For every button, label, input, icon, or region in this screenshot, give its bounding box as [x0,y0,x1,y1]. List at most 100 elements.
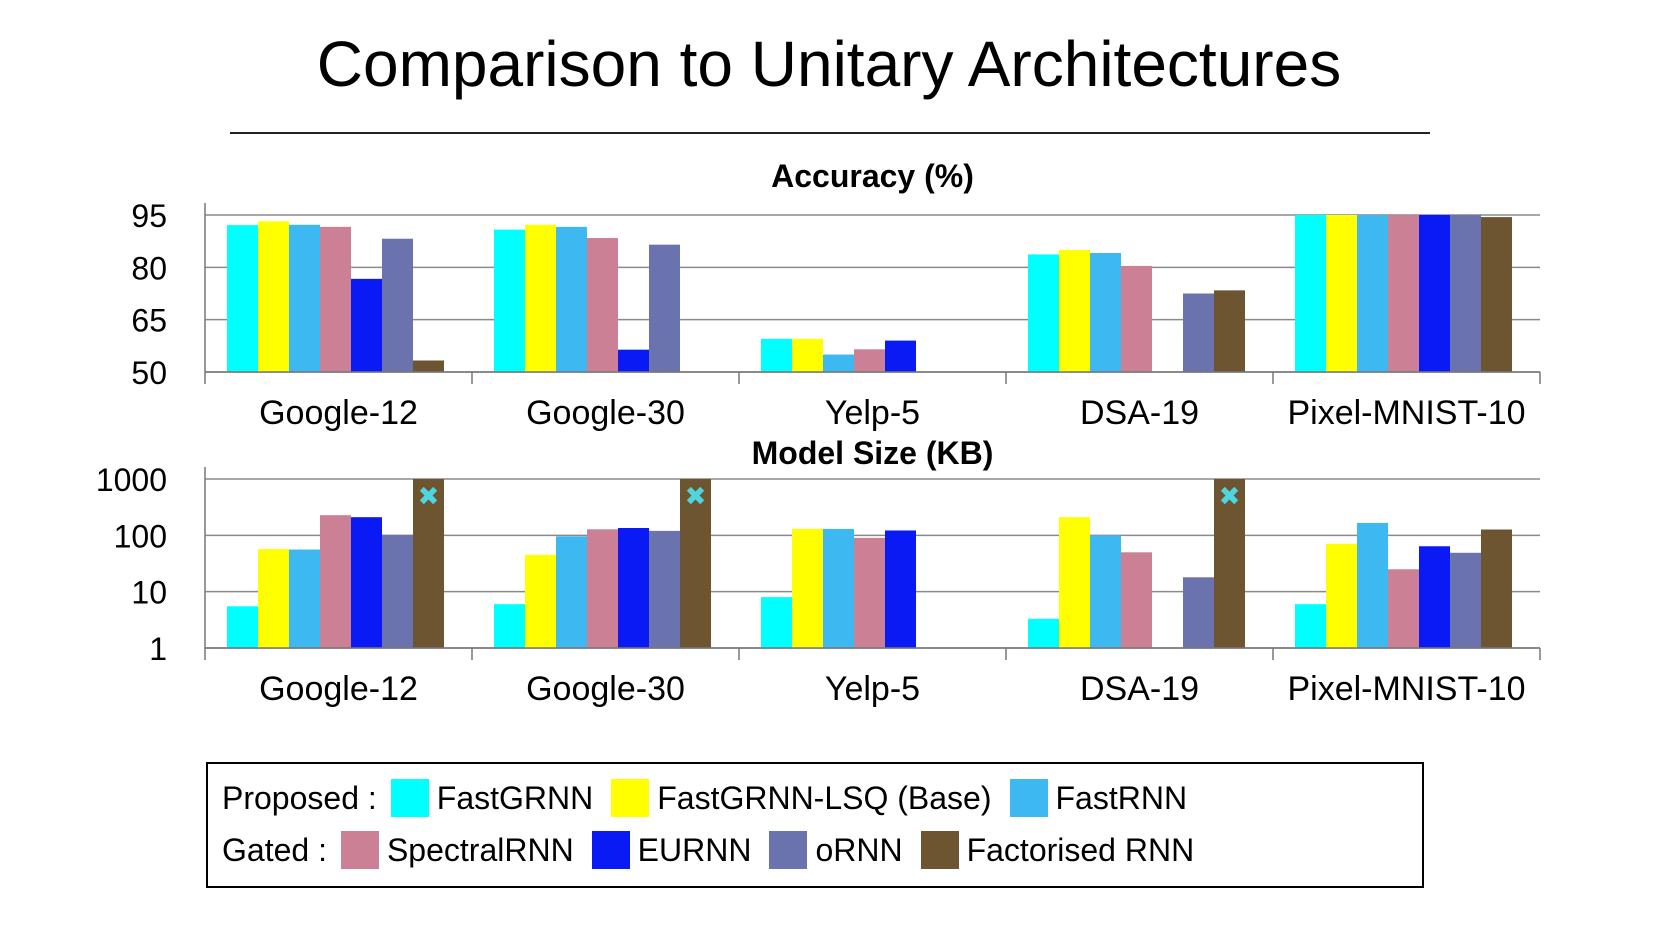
bar-factorised-rnn-dsa-19 [1214,290,1245,372]
bar-fastrnn-google-12 [289,549,320,648]
bar-factorised-rnn-dsa-19 [1214,479,1245,648]
bar-factorised-rnn-google-12 [413,360,444,372]
bar-fastgrnn-google-30 [494,229,525,372]
bar-ornn-dsa-19 [1183,293,1214,372]
legend-label: FastGRNN [436,780,594,816]
y-tick-label: 65 [131,303,167,339]
bar-fastrnn-google-30 [556,226,587,372]
bar-fastrnn-pixel-mnist-10 [1357,522,1388,648]
bar-spectralrnn-dsa-19 [1121,552,1152,648]
bar-fastgrnn-lsq-base-google-12 [258,549,289,648]
bar-ornn-pixel-mnist-10 [1450,552,1481,648]
bar-spectralrnn-google-12 [320,515,351,648]
chart-title: Model Size (KB) [752,435,994,471]
bar-ornn-google-12 [382,238,413,372]
bar-ornn-google-30 [649,530,680,648]
legend-swatch [390,779,429,817]
x-tick-label-pixel-mnist-10: Pixel-MNIST-10 [1287,670,1525,708]
bar-spectralrnn-google-30 [587,529,618,648]
bar-ornn-google-30 [649,244,680,372]
x-marker-google-12: ✖ [418,482,440,512]
bar-factorised-rnn-google-12 [413,479,444,648]
bar-fastgrnn-lsq-base-yelp-5 [792,528,823,648]
x-marker-dsa-19: ✖ [1219,482,1241,512]
x-tick-label-dsa-19: DSA-19 [1080,670,1199,708]
y-tick-label: 50 [131,355,167,391]
bar-fastrnn-pixel-mnist-10 [1357,215,1388,372]
x-tick-label-google-12: Google-12 [259,394,418,432]
bar-fastrnn-yelp-5 [823,354,854,372]
legend-swatch [611,779,650,817]
bar-spectralrnn-dsa-19 [1121,265,1152,372]
bar-spectralrnn-pixel-mnist-10 [1388,215,1419,372]
y-tick-label: 1000 [96,462,167,498]
x-tick-label-pixel-mnist-10: Pixel-MNIST-10 [1287,394,1525,432]
bar-fastgrnn-pixel-mnist-10 [1295,215,1326,372]
legend-label: oRNN [815,832,903,868]
legend-item-fastgrnn: FastGRNN [390,776,594,820]
legend: Proposed : FastGRNN FastGRNN-LSQ (Base) Fas… [206,762,1424,888]
y-tick-label: 100 [114,518,167,554]
legend-swatch [340,831,379,869]
bar-fastgrnn-google-12 [227,225,258,372]
accuracy-chart: Accuracy (%) 95 80 65 50 Google-12 Google-30 Ye… [131,158,1541,432]
legend-swatch [1009,779,1048,817]
bar-fastgrnn-lsq-base-pixel-mnist-10 [1326,215,1357,372]
x-marker-google-30: ✖ [685,482,707,512]
legend-group-label: Gated : [222,832,327,868]
bar-fastgrnn-lsq-base-google-30 [525,224,556,372]
legend-row-proposed: Proposed : FastGRNN FastGRNN-LSQ (Base) Fas… [222,776,1205,820]
bar-spectralrnn-yelp-5 [854,537,885,648]
bar-fastrnn-google-30 [556,536,587,648]
x-tick-label-yelp-5: Yelp-5 [825,670,920,708]
bar-fastgrnn-yelp-5 [761,597,792,648]
bar-eurnn-yelp-5 [885,530,916,648]
bar-factorised-rnn-pixel-mnist-10 [1481,529,1512,648]
bar-eurnn-pixel-mnist-10 [1419,546,1450,648]
bar-fastgrnn-dsa-19 [1028,254,1059,372]
legend-label: FastGRNN-LSQ (Base) [657,780,992,816]
bar-fastgrnn-lsq-base-yelp-5 [792,338,823,372]
bar-fastgrnn-lsq-base-google-30 [525,554,556,648]
bar-fastrnn-yelp-5 [823,528,854,648]
legend-item-factorised-rnn: Factorised RNN [920,828,1195,872]
legend-swatch [591,831,630,869]
bar-fastgrnn-lsq-base-dsa-19 [1059,249,1090,372]
x-tick-label-yelp-5: Yelp-5 [825,394,920,432]
model-size-chart: Model Size (KB) 1000 100 10 1 ✖ ✖ ✖ Google-12 Goo… [96,435,1541,708]
legend-label: Factorised RNN [966,832,1195,868]
bar-fastgrnn-google-12 [227,606,258,648]
legend-label: EURNN [637,832,752,868]
bar-eurnn-google-30 [618,349,649,372]
title-divider [230,132,1430,134]
bar-ornn-google-12 [382,534,413,648]
slide-title: Comparison to Unitary Architectures [316,28,1342,100]
bar-fastrnn-dsa-19 [1090,535,1121,648]
bar-eurnn-pixel-mnist-10 [1419,215,1450,372]
bar-eurnn-google-12 [351,517,382,648]
bar-fastgrnn-yelp-5 [761,338,792,372]
bar-fastgrnn-lsq-base-dsa-19 [1059,517,1090,648]
legend-swatch [769,831,808,869]
legend-label: SpectralRNN [386,832,574,868]
chart-title: Accuracy (%) [771,158,974,194]
legend-row-gated: Gated : SpectralRNN EURNN oRNN Factorised RN… [222,828,1212,872]
legend-swatch [920,831,959,869]
bar-spectralrnn-google-12 [320,226,351,372]
bar-factorised-rnn-google-30 [680,479,711,648]
legend-item-eurnn: EURNN [591,828,752,872]
bar-ornn-pixel-mnist-10 [1450,215,1481,372]
bar-spectralrnn-pixel-mnist-10 [1388,569,1419,648]
x-tick-label-google-30: Google-30 [526,670,685,708]
y-tick-label: 95 [131,198,167,234]
bar-eurnn-google-30 [618,527,649,648]
legend-item-fastgrnn-lsq-base: FastGRNN-LSQ (Base) [611,776,992,820]
bar-fastgrnn-lsq-base-google-12 [258,221,289,372]
bar-eurnn-yelp-5 [885,340,916,372]
bar-spectralrnn-yelp-5 [854,349,885,372]
bar-factorised-rnn-pixel-mnist-10 [1481,217,1512,372]
bar-fastrnn-dsa-19 [1090,253,1121,372]
bar-fastgrnn-google-30 [494,604,525,648]
